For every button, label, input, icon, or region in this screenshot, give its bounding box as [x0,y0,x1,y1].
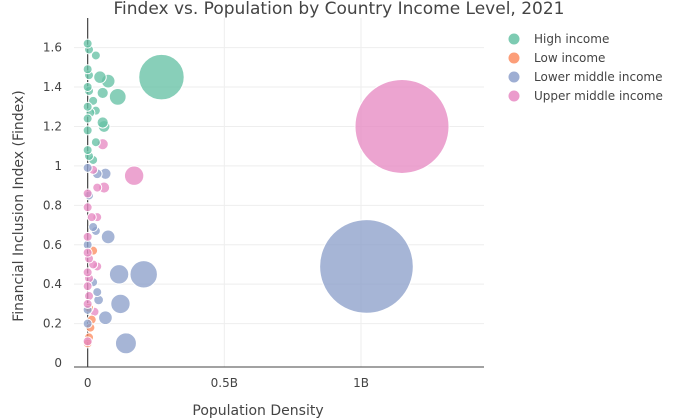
data-point[interactable] [354,78,450,174]
legend-marker [508,90,520,102]
y-tick-label: 1.2 [43,119,62,133]
data-point[interactable] [82,38,93,49]
data-point[interactable] [98,310,113,326]
data-point[interactable] [96,86,109,100]
data-point[interactable] [92,182,103,193]
x-tick-label: 1B [353,376,369,390]
data-point[interactable] [138,53,185,101]
data-point[interactable] [82,162,93,173]
legend[interactable]: High income Low income Lower middle income… [508,32,663,103]
data-point[interactable] [82,267,93,278]
data-point[interactable] [88,222,99,233]
legend-label: High income [534,32,609,46]
data-point[interactable] [108,264,130,285]
data-point[interactable] [82,188,93,199]
grid [74,18,484,367]
data-point[interactable] [82,125,93,136]
y-tick-label: 0 [54,356,62,370]
data-point[interactable] [82,318,93,329]
data-point[interactable] [92,287,103,298]
chart-title: Findex vs. Population by Country Income … [114,0,565,19]
data-point[interactable] [123,165,145,186]
data-point[interactable] [129,260,158,289]
data-point[interactable] [82,202,93,213]
data-points [82,38,450,355]
legend-item[interactable]: Lower middle income [508,70,663,84]
data-point[interactable] [82,336,93,347]
legend-label: Upper middle income [534,89,663,103]
axis-ticks: 0 0.2 0.4 0.6 0.8 1 1.2 1.4 1.6 0 0.5B 1B [43,41,369,390]
legend-label: Lower middle income [534,70,663,84]
data-point[interactable] [90,137,101,148]
data-point[interactable] [319,219,414,314]
legend-marker [508,71,520,83]
x-axis-title: Population Density [192,403,323,419]
legend-marker [508,33,520,45]
legend-label: Low income [534,51,605,65]
legend-item[interactable]: Low income [508,51,606,65]
y-tick-label: 0.2 [43,317,62,331]
y-tick-label: 1.6 [43,41,62,55]
y-tick-label: 1 [54,159,62,173]
y-axis-title: Financial Inclusion Index (Findex) [11,90,27,322]
data-point[interactable] [82,281,93,292]
data-point[interactable] [96,116,109,129]
data-point[interactable] [82,64,93,75]
data-point[interactable] [86,212,97,223]
data-point[interactable] [82,247,93,258]
y-tick-label: 1.4 [43,80,62,94]
y-tick-label: 0.8 [43,198,62,212]
data-point[interactable] [110,293,131,315]
legend-item[interactable]: Upper middle income [508,89,663,103]
data-point[interactable] [82,298,93,309]
legend-item[interactable]: High income [508,32,610,46]
x-tick-label: 0.5B [211,376,238,390]
data-point[interactable] [82,82,93,93]
data-point[interactable] [90,50,101,61]
x-tick-label: 0 [84,376,92,390]
data-point[interactable] [82,231,93,242]
y-tick-label: 0.4 [43,277,62,291]
data-point[interactable] [100,229,116,245]
data-point[interactable] [114,332,137,355]
data-point[interactable] [108,87,127,106]
data-point[interactable] [82,113,93,124]
data-point[interactable] [93,70,107,84]
data-point[interactable] [82,145,93,156]
legend-marker [508,52,520,64]
y-tick-label: 0.6 [43,238,62,252]
data-point[interactable] [82,101,93,112]
